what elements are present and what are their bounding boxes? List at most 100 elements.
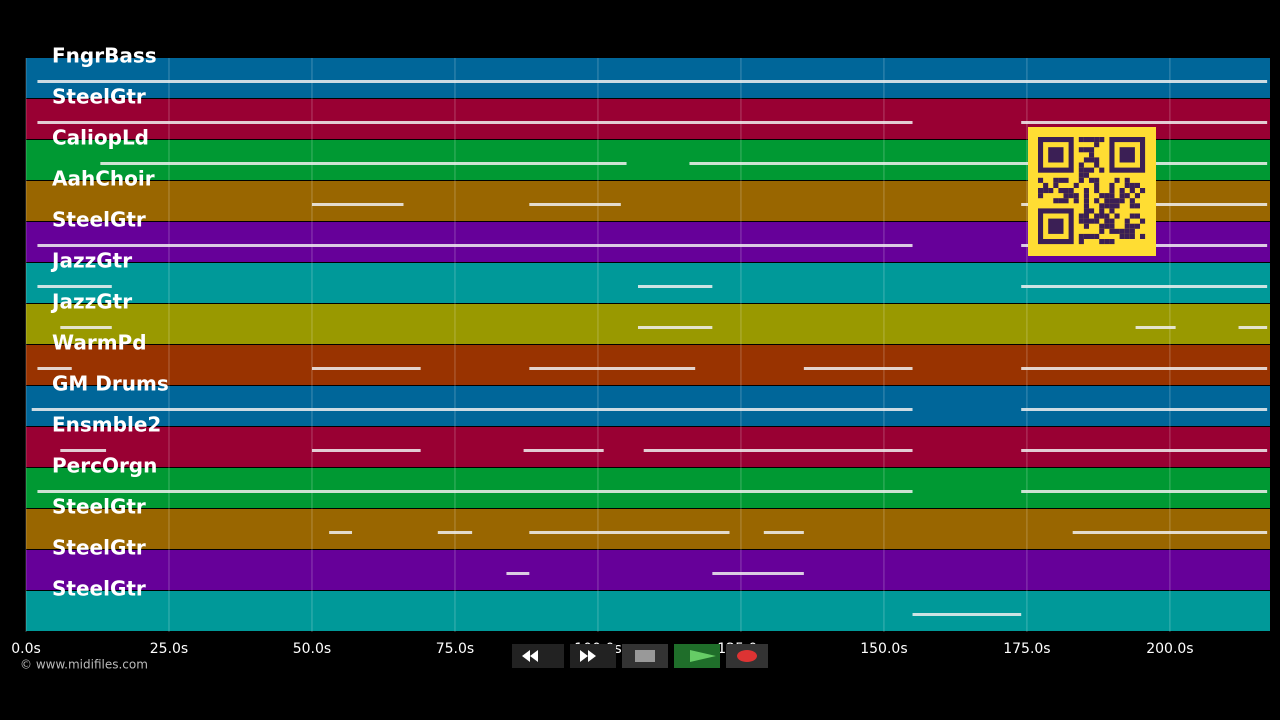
qr-module <box>1068 188 1074 194</box>
qr-module <box>1140 233 1146 239</box>
qr-module <box>1124 177 1130 183</box>
note-span <box>712 572 804 575</box>
qr-module <box>1083 218 1089 224</box>
qr-module <box>1053 177 1059 183</box>
qr-module <box>1083 213 1089 219</box>
qr-module <box>1053 182 1059 188</box>
qr-module <box>1134 223 1140 229</box>
qr-module <box>1089 218 1095 224</box>
qr-finder <box>1048 218 1064 234</box>
record-icon <box>737 650 757 662</box>
qr-module <box>1119 193 1125 199</box>
track-name: SteelGtr <box>52 577 146 601</box>
note-span <box>100 162 627 165</box>
qr-module <box>1078 172 1084 178</box>
qr-code <box>1028 127 1156 256</box>
track-band <box>26 58 1270 98</box>
qr-module <box>1083 198 1089 204</box>
qr-module <box>1129 233 1135 239</box>
stop-icon <box>635 650 655 662</box>
credit: © www.midifiles.com <box>20 658 148 672</box>
note-span <box>1021 449 1268 452</box>
play-icon <box>690 650 716 662</box>
qr-module <box>1129 228 1135 234</box>
qr-module <box>1083 193 1089 199</box>
qr-module <box>1073 198 1079 204</box>
note-span <box>1021 490 1268 493</box>
qr-module <box>1089 208 1095 214</box>
note-span <box>37 367 72 370</box>
qr-module <box>1078 177 1084 183</box>
note-span <box>31 408 913 411</box>
rewind-icon <box>522 650 538 662</box>
qr-module <box>1109 228 1115 234</box>
qr-module <box>1089 177 1095 183</box>
qr-module <box>1140 188 1146 194</box>
qr-module <box>1078 218 1084 224</box>
note-span <box>329 531 353 534</box>
qr-module <box>1109 223 1115 229</box>
x-tick-label: 25.0s <box>150 641 188 657</box>
qr-module <box>1134 182 1140 188</box>
qr-module <box>1058 188 1064 194</box>
qr-module <box>1104 239 1110 245</box>
note-span <box>37 244 913 247</box>
qr-module <box>1083 147 1089 153</box>
track-name: PercOrgn <box>52 454 157 478</box>
qr-module <box>1124 218 1130 224</box>
qr-module <box>1058 177 1064 183</box>
qr-module <box>1124 223 1130 229</box>
note-span <box>37 80 1268 83</box>
qr-module <box>1089 167 1095 173</box>
qr-module <box>1094 137 1100 143</box>
qr-module <box>1099 208 1105 214</box>
qr-module <box>1094 198 1100 204</box>
qr-module <box>1104 203 1110 209</box>
qr-module <box>1109 188 1115 194</box>
qr-module <box>1038 177 1044 183</box>
qr-module <box>1109 193 1115 199</box>
qr-module <box>1129 203 1135 209</box>
track-band <box>26 263 1270 303</box>
note-span <box>1021 121 1268 124</box>
qr-module <box>1094 188 1100 194</box>
note-span <box>529 531 730 534</box>
qr-module <box>1119 198 1125 204</box>
qr-module <box>1099 228 1105 234</box>
qr-module <box>1114 228 1120 234</box>
qr-module <box>1083 208 1089 214</box>
note-span <box>506 572 530 575</box>
qr-module <box>1083 203 1089 209</box>
track-band <box>26 386 1270 426</box>
qr-module <box>1109 203 1115 209</box>
track-band <box>26 427 1270 467</box>
qr-module <box>1089 157 1095 163</box>
qr-module <box>1099 213 1105 219</box>
note-span <box>523 449 604 452</box>
qr-module <box>1099 167 1105 173</box>
qr-module <box>1073 182 1079 188</box>
qr-module <box>1109 198 1115 204</box>
qr-module <box>1099 193 1105 199</box>
track-name: CaliopLd <box>52 126 149 150</box>
qr-module <box>1038 193 1044 199</box>
qr-module <box>1043 188 1049 194</box>
track-name: Ensmble2 <box>52 413 161 437</box>
track-name: JazzGtr <box>50 290 132 314</box>
note-span <box>1238 326 1268 329</box>
track-name: SteelGtr <box>52 85 146 109</box>
qr-module <box>1124 182 1130 188</box>
qr-module <box>1129 182 1135 188</box>
note-span <box>1021 285 1268 288</box>
qr-module <box>1114 198 1120 204</box>
qr-module <box>1083 172 1089 178</box>
qr-module <box>1068 193 1074 199</box>
track-name: WarmPd <box>52 331 147 355</box>
note-span <box>689 162 1268 165</box>
qr-module <box>1134 193 1140 199</box>
track-name: SteelGtr <box>52 495 146 519</box>
grid <box>25 58 1171 632</box>
qr-module <box>1073 193 1079 199</box>
qr-module <box>1124 233 1130 239</box>
